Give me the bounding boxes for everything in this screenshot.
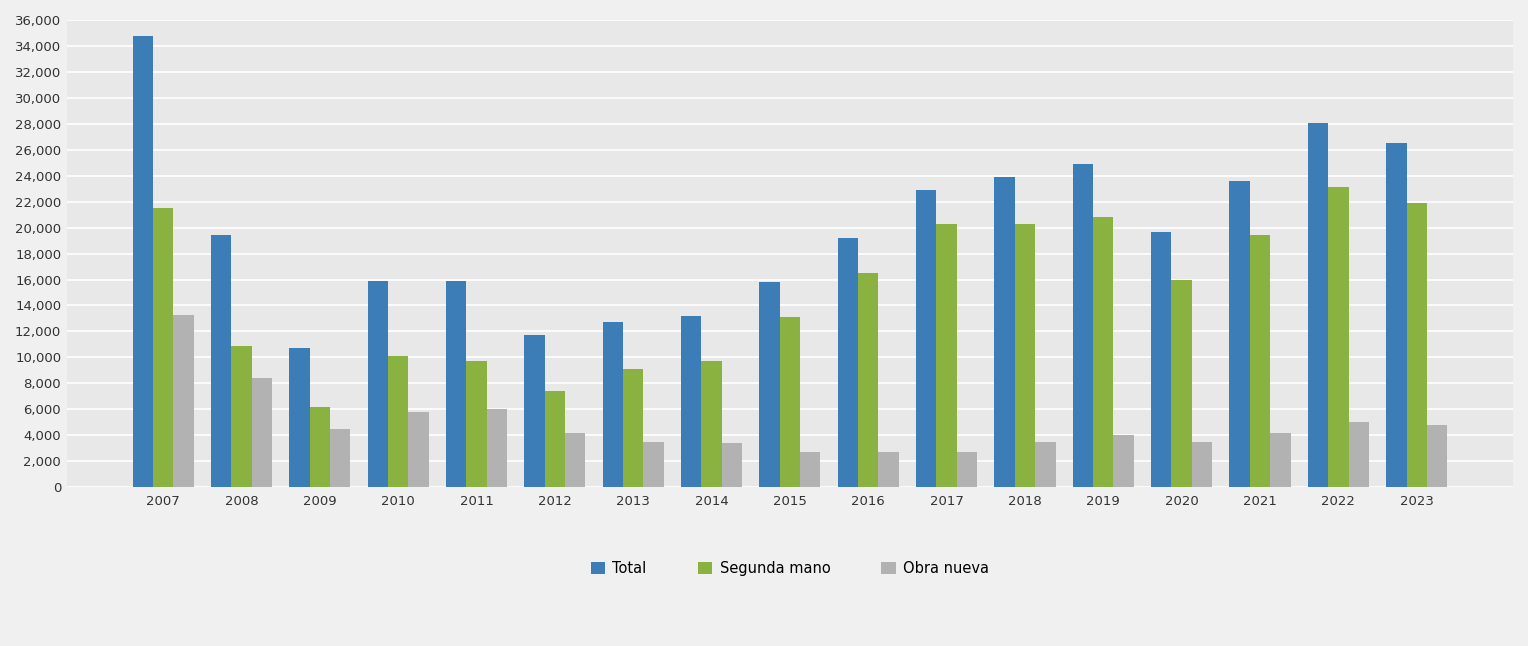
Legend: Total, Segunda mano, Obra nueva: Total, Segunda mano, Obra nueva [585,555,995,582]
Bar [211,235,231,487]
Bar [1015,224,1034,487]
Bar [1093,217,1114,487]
Bar [879,452,898,487]
Bar [957,452,978,487]
Bar [1114,435,1134,487]
Bar [289,348,310,487]
Bar [310,407,330,487]
Bar [602,322,623,487]
Bar [1427,425,1447,487]
Bar [681,316,701,487]
Bar [231,346,252,487]
Bar [1349,422,1369,487]
Bar [1250,235,1270,487]
Bar [1230,181,1250,487]
Bar [1192,442,1212,487]
Bar [759,282,779,487]
Bar [801,452,821,487]
Bar [701,360,721,487]
Bar [917,190,937,487]
Bar [388,356,408,487]
Bar [565,433,585,487]
Bar [368,281,388,487]
Bar [1386,143,1406,487]
Bar [524,335,544,487]
Bar [721,443,743,487]
Bar [1270,433,1291,487]
Bar [1151,231,1172,487]
Bar [173,315,194,487]
Bar [643,442,663,487]
Bar [1073,164,1093,487]
Bar [153,208,173,487]
Bar [859,273,879,487]
Bar [133,36,153,487]
Bar [487,410,507,487]
Bar [1406,203,1427,487]
Bar [1034,442,1056,487]
Bar [544,391,565,487]
Bar [1328,187,1349,487]
Bar [252,378,272,487]
Bar [466,360,487,487]
Bar [837,238,859,487]
Bar [623,369,643,487]
Bar [330,429,350,487]
Bar [1308,123,1328,487]
Bar [779,317,801,487]
Bar [995,177,1015,487]
Bar [446,281,466,487]
Bar [408,412,429,487]
Bar [937,224,957,487]
Bar [1172,280,1192,487]
